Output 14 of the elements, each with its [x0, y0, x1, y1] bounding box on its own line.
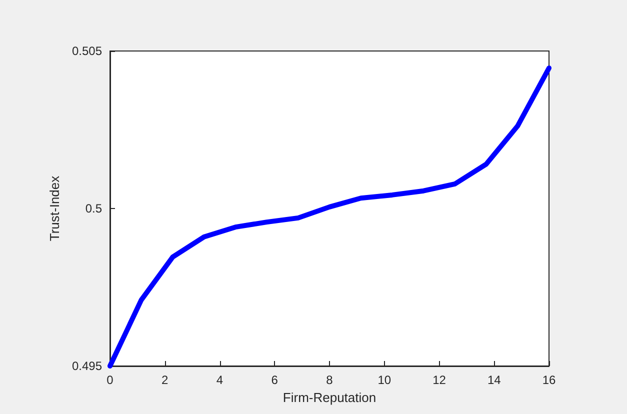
y-axis-title: Trust-Index	[47, 175, 62, 242]
x-tick-label: 12	[432, 373, 446, 387]
x-tick-label: 14	[487, 373, 502, 387]
x-tick-label: 16	[542, 373, 556, 387]
x-tick-label: 6	[271, 373, 278, 387]
y-tick-label: 0.5	[85, 202, 102, 216]
x-tick-label: 2	[162, 373, 169, 387]
x-axis-title: Firm-Reputation	[282, 390, 376, 405]
x-tick-label: 0	[106, 373, 114, 387]
y-tick-label: 0.505	[72, 44, 102, 58]
x-tick-label: 8	[326, 373, 334, 387]
y-tick-label: 0.495	[72, 359, 102, 373]
x-tick-label: 10	[378, 373, 392, 387]
x-tick-label: 4	[216, 373, 224, 387]
